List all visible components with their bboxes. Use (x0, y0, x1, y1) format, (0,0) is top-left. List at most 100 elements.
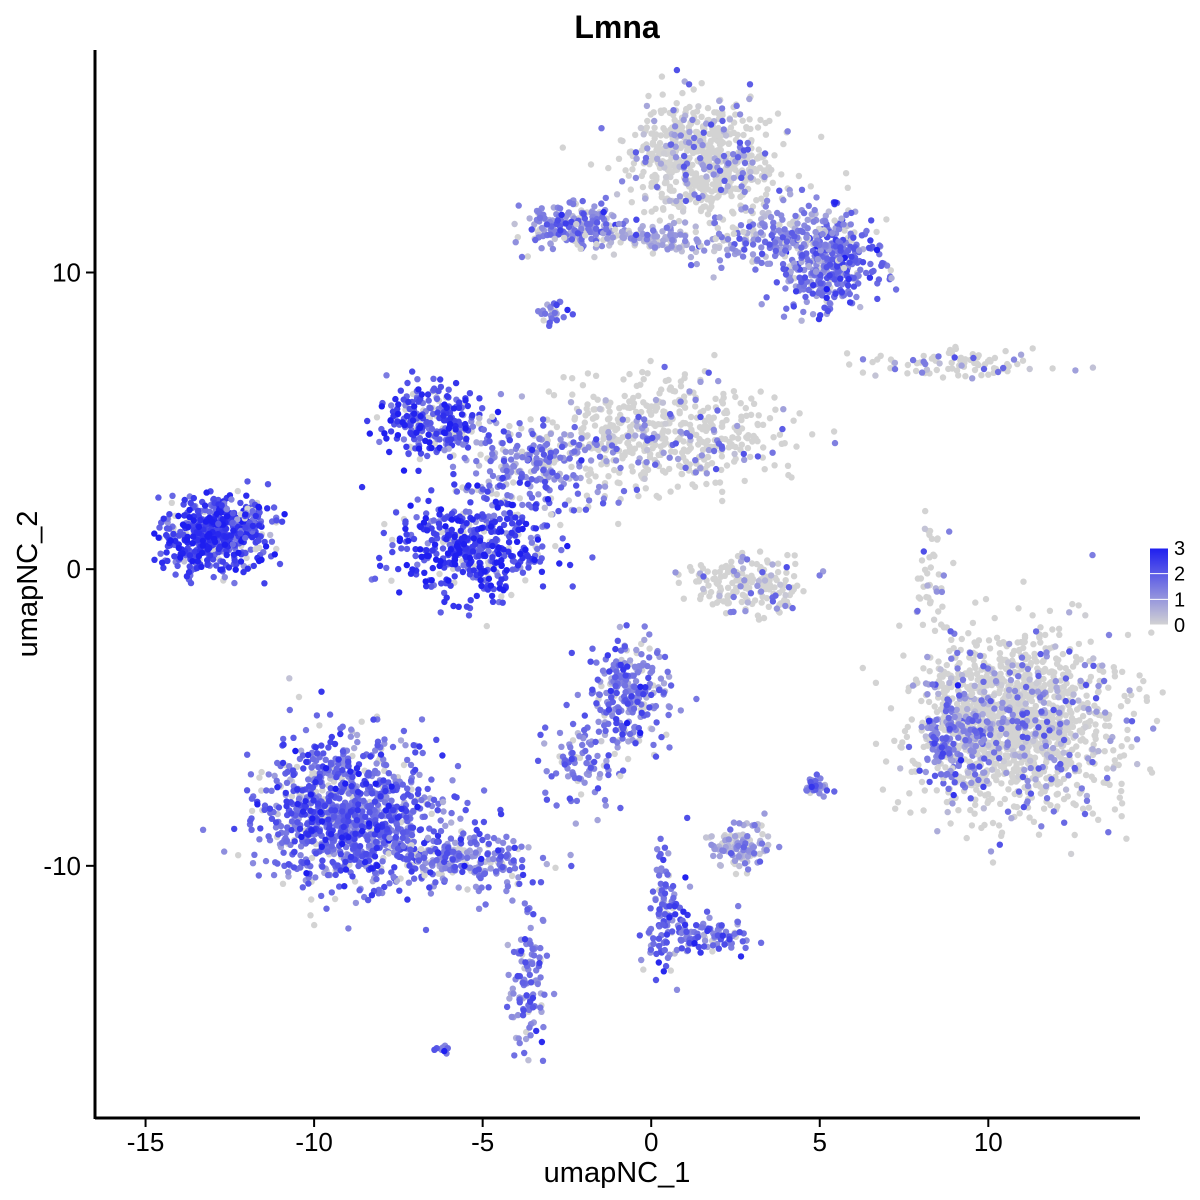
cell-point (687, 261, 695, 269)
cell-point (540, 451, 548, 458)
cell-point (662, 173, 670, 181)
cell-point (519, 525, 526, 533)
cell-point (1050, 734, 1057, 741)
cell-point (205, 530, 213, 538)
cell-point (710, 426, 717, 433)
cell-point (424, 391, 432, 398)
cell-point (644, 466, 652, 474)
cell-point (971, 662, 978, 669)
cell-point (710, 447, 718, 455)
cell-point (704, 568, 711, 575)
cell-point (650, 109, 657, 116)
cell-point (1046, 607, 1054, 614)
cell-point (793, 443, 800, 450)
cell-point (904, 361, 912, 369)
cell-point (539, 583, 547, 590)
cell-point (747, 174, 754, 181)
cell-point (644, 370, 651, 377)
cell-point (242, 524, 249, 531)
cell-point (638, 172, 645, 180)
cell-point (451, 481, 458, 488)
cell-point (682, 464, 689, 471)
cell-point (918, 369, 926, 376)
cell-point (918, 697, 925, 705)
cell-point (719, 117, 726, 125)
cell-point (532, 236, 539, 244)
cell-point (413, 514, 420, 521)
cell-point (469, 412, 476, 419)
cell-point (635, 459, 642, 466)
cell-point (783, 564, 790, 571)
cell-point (704, 196, 711, 203)
cell-point (673, 66, 681, 74)
cell-point (1035, 831, 1043, 838)
cell-point (395, 401, 402, 408)
cell-point (223, 533, 230, 541)
cell-point (714, 157, 721, 165)
cell-point (557, 521, 564, 529)
cell-point (939, 603, 946, 610)
cell-point (700, 573, 707, 580)
cell-point (618, 228, 626, 235)
cell-point (591, 422, 599, 429)
cell-point (383, 564, 390, 572)
cell-point (891, 359, 899, 367)
cell-point (606, 408, 613, 415)
cell-point (772, 247, 779, 255)
cell-point (264, 505, 271, 512)
cell-point (497, 390, 505, 398)
cell-point (707, 121, 715, 128)
cell-point (522, 546, 529, 553)
cell-point (706, 593, 713, 600)
cell-point (715, 230, 723, 237)
cell-point (739, 565, 747, 572)
cell-point (570, 472, 577, 479)
cell-point (461, 454, 468, 462)
cell-point (699, 426, 706, 433)
cell-point (565, 209, 572, 216)
cell-point (172, 571, 179, 578)
cell-point (602, 194, 609, 202)
cell-point (515, 202, 522, 209)
cell-point (553, 423, 561, 431)
cell-point (701, 165, 708, 173)
cell-point (197, 516, 204, 524)
cell-point (837, 256, 844, 263)
cell-point (841, 227, 848, 234)
cell-point (983, 672, 990, 680)
cell-point (444, 550, 452, 557)
cell-point (692, 403, 699, 410)
cell-point (738, 183, 745, 190)
cell-point (682, 176, 689, 183)
cell-point (774, 560, 782, 567)
cell-point (742, 404, 749, 412)
cell-point (879, 786, 887, 793)
cell-point (749, 241, 757, 248)
cell-point (1010, 356, 1018, 363)
cell-point (464, 402, 471, 410)
cell-point (697, 595, 704, 603)
cell-point (1118, 780, 1125, 787)
cell-point (909, 757, 916, 764)
cell-point (919, 621, 927, 628)
cell-point (619, 455, 626, 462)
cell-point (1110, 664, 1118, 671)
cell-point (502, 448, 509, 455)
cell-point (1072, 367, 1079, 374)
cell-point (403, 561, 410, 569)
cell-point (742, 204, 749, 211)
cell-point (489, 598, 497, 605)
cell-point (1053, 791, 1060, 798)
cell-point (489, 413, 496, 420)
cell-point (1118, 813, 1125, 820)
cell-point (481, 568, 488, 575)
cell-point (602, 397, 609, 404)
cell-point (231, 557, 238, 564)
cell-point (1065, 668, 1072, 676)
cell-point (512, 239, 519, 246)
cell-point (402, 525, 409, 532)
cell-point (1072, 718, 1080, 725)
cell-point (381, 430, 388, 437)
cell-point (721, 177, 728, 184)
cell-point (998, 663, 1005, 670)
